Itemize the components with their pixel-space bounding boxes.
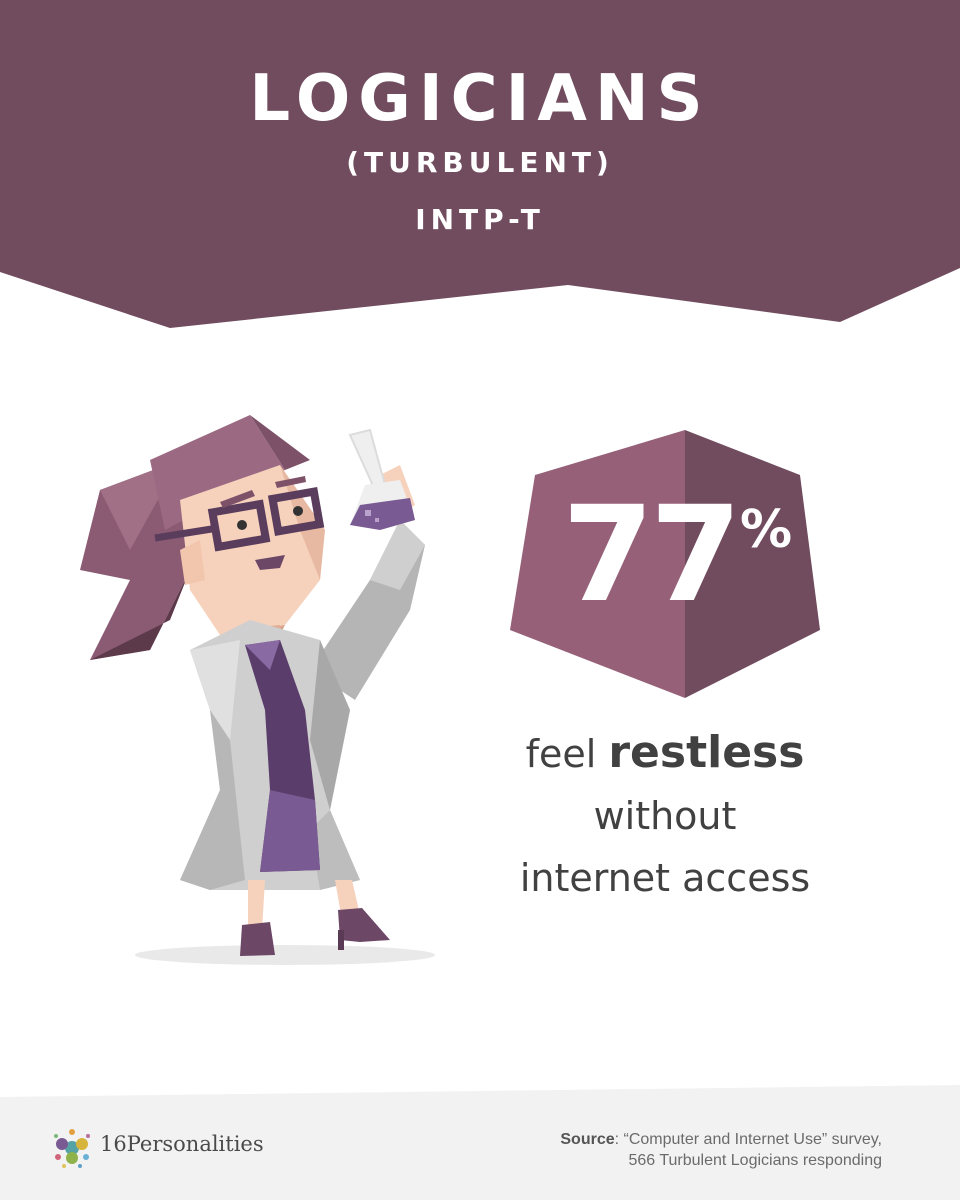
brand-name: 16Personalities: [100, 1132, 264, 1156]
caption-line-3: internet access: [519, 856, 811, 900]
source-label: Source: [560, 1131, 615, 1148]
source-note: Source: “Computer and Internet Use” surv…: [482, 1129, 882, 1171]
brand-logo-icon: [54, 1129, 90, 1168]
header-banner: [0, 0, 960, 330]
page-subtitle: (TURBULENT): [346, 146, 614, 179]
page-title: LOGICIANS: [249, 62, 711, 136]
stat-caption: feel restless without internet access: [470, 722, 860, 909]
footer-background: [0, 1085, 960, 1200]
stat-unit: %: [740, 500, 793, 560]
caption-line-1: feel restless: [470, 722, 860, 785]
personality-code: INTP-T: [415, 203, 545, 236]
source-line-1: : “Computer and Internet Use” survey,: [614, 1131, 882, 1148]
source-line-2: 566 Turbulent Logicians responding: [628, 1152, 882, 1169]
stat-value: 77: [562, 478, 742, 632]
caption-lead: feel: [525, 732, 609, 776]
logician-scientist-icon: [70, 410, 450, 980]
caption-line-2: without: [593, 794, 737, 838]
caption-emphasis: restless: [608, 727, 805, 778]
stat-badge: [510, 430, 820, 698]
header-background: [0, 0, 960, 328]
